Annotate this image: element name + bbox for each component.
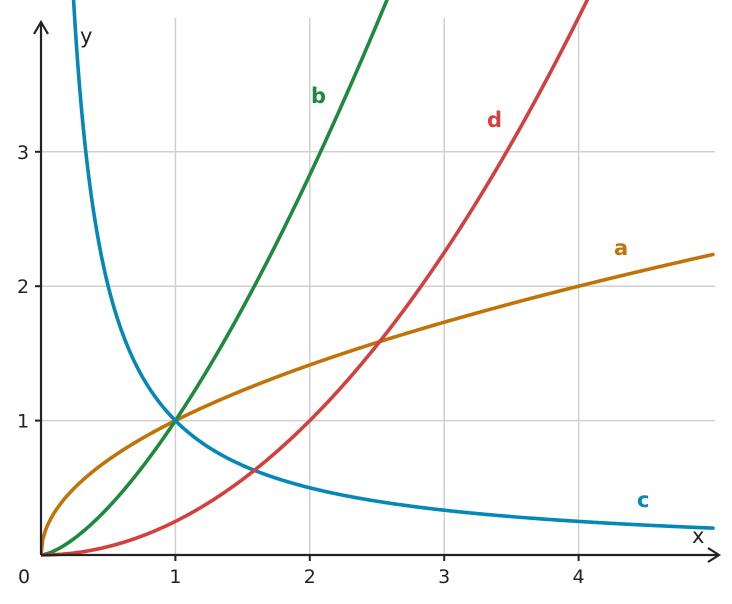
curve-label-c: c — [637, 488, 649, 512]
y-axis-label: y — [80, 24, 92, 48]
x-tick-label: 4 — [573, 566, 585, 588]
curve-label-b: b — [311, 84, 326, 108]
curves — [41, 0, 715, 557]
y-tick-label: 3 — [17, 142, 29, 164]
curve-b — [41, 0, 389, 557]
curve-label-a: a — [614, 236, 628, 260]
curve-d — [41, 0, 590, 557]
x-tick-label: 1 — [169, 566, 181, 588]
grid-lines — [41, 18, 715, 555]
y-tick-label: 2 — [17, 276, 29, 298]
curve-a — [41, 252, 715, 557]
x-axis-arrow — [707, 547, 722, 563]
labels: 1 2 3 4 1 2 3 x y 0 a b c d — [17, 24, 704, 588]
axes — [33, 19, 722, 563]
y-axis-arrow — [33, 19, 49, 35]
origin-label: 0 — [18, 566, 30, 588]
x-axis-label: x — [692, 524, 704, 548]
y-tick-label: 1 — [17, 411, 29, 433]
x-tick-label: 2 — [304, 566, 316, 588]
curve-label-d: d — [487, 108, 502, 132]
x-tick-label: 3 — [438, 566, 450, 588]
curve-c — [71, 0, 715, 530]
